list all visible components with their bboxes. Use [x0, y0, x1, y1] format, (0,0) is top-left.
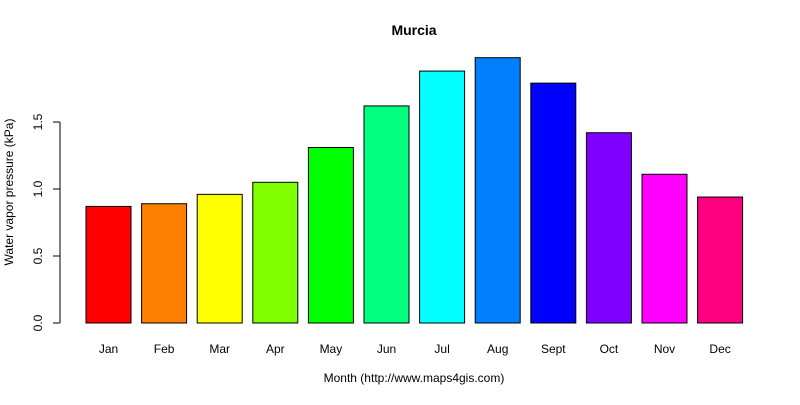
x-tick-label: Mar: [209, 342, 230, 356]
bar-mar: [196, 193, 243, 324]
x-tick-label: Nov: [654, 342, 675, 356]
bar-oct: [585, 132, 632, 324]
x-tick-label: Dec: [709, 342, 730, 356]
x-tick-label: May: [320, 342, 343, 356]
y-tick-label: 0.0: [31, 314, 45, 331]
x-axis-label: Month (http://www.maps4gis.com): [324, 371, 505, 385]
bar-jul: [419, 70, 466, 324]
x-tick-labels: Jan Feb Mar Apr May Jun Jul Aug Sept Oct Nov Dec: [99, 342, 731, 356]
bar-dec: [697, 196, 744, 324]
x-tick-label: Oct: [600, 342, 619, 356]
x-tick-label: Jul: [434, 342, 449, 356]
y-tick-label: 0.5: [31, 247, 45, 264]
x-tick-label: Feb: [154, 342, 175, 356]
y-axis-label: Water vapor pressure (kPa): [2, 119, 16, 266]
y-tick-label: 1.5: [31, 113, 45, 130]
y-axis: 0.0 0.5 1.0 1.5: [31, 113, 61, 331]
x-tick-label: Jan: [99, 342, 118, 356]
x-tick-label: Apr: [266, 342, 285, 356]
y-tick-label: 1.0: [31, 180, 45, 197]
bar-sept: [530, 82, 577, 324]
chart-title: Murcia: [391, 22, 436, 38]
bar-aug: [474, 57, 521, 324]
x-tick-label: Sept: [541, 342, 566, 356]
bar-jan: [85, 205, 132, 324]
bar-apr: [252, 181, 299, 324]
bar-nov: [641, 173, 688, 324]
x-tick-label: Jun: [377, 342, 396, 356]
bars-group: [85, 57, 744, 324]
bar-may: [307, 146, 354, 324]
bar-jun: [363, 105, 410, 324]
bar-feb: [141, 203, 188, 324]
x-tick-label: Aug: [487, 342, 508, 356]
